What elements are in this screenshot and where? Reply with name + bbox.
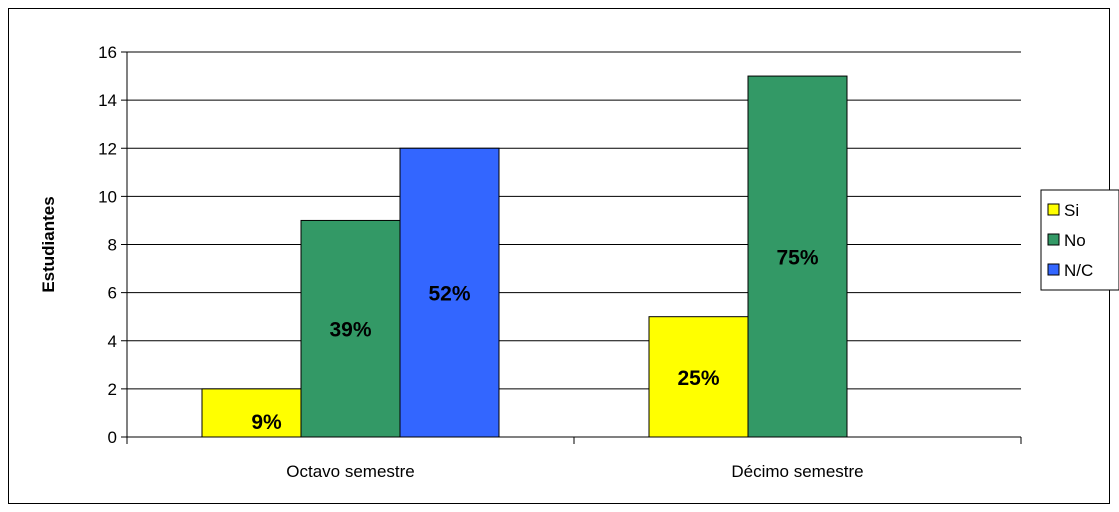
bar-n-c-1	[399, 147, 500, 438]
y-tick-label: 14	[98, 91, 117, 110]
data-label: 75%	[776, 247, 818, 270]
y-tick-label: 2	[108, 380, 117, 399]
y-tick-label: 6	[108, 284, 117, 303]
bar-si-1	[201, 388, 302, 438]
y-tick-label: 12	[98, 139, 117, 158]
legend-swatch-n-c	[1047, 263, 1060, 276]
x-category-label: Octavo semestre	[286, 462, 415, 481]
y-axis-label: Estudiantes	[39, 196, 58, 292]
bar-no-1	[300, 219, 401, 438]
data-label: 25%	[677, 367, 719, 390]
y-tick-label: 0	[108, 428, 117, 447]
x-category-label: Décimo semestre	[731, 462, 863, 481]
y-tick-label: 10	[98, 187, 117, 206]
legend-label: N/C	[1064, 261, 1093, 280]
chart-frame	[8, 8, 1110, 504]
data-label: 9%	[251, 411, 282, 434]
legend-label: Si	[1064, 201, 1079, 220]
y-tick-label: 4	[108, 332, 117, 351]
data-label: 39%	[329, 319, 371, 342]
data-label: 52%	[428, 283, 470, 306]
y-tick-label: 16	[98, 43, 117, 62]
y-tick-label: 8	[108, 236, 117, 255]
legend-label: No	[1064, 231, 1086, 250]
bar-no-2	[747, 75, 848, 438]
legend-swatch-no	[1047, 233, 1060, 246]
legend-swatch-si	[1047, 203, 1060, 216]
